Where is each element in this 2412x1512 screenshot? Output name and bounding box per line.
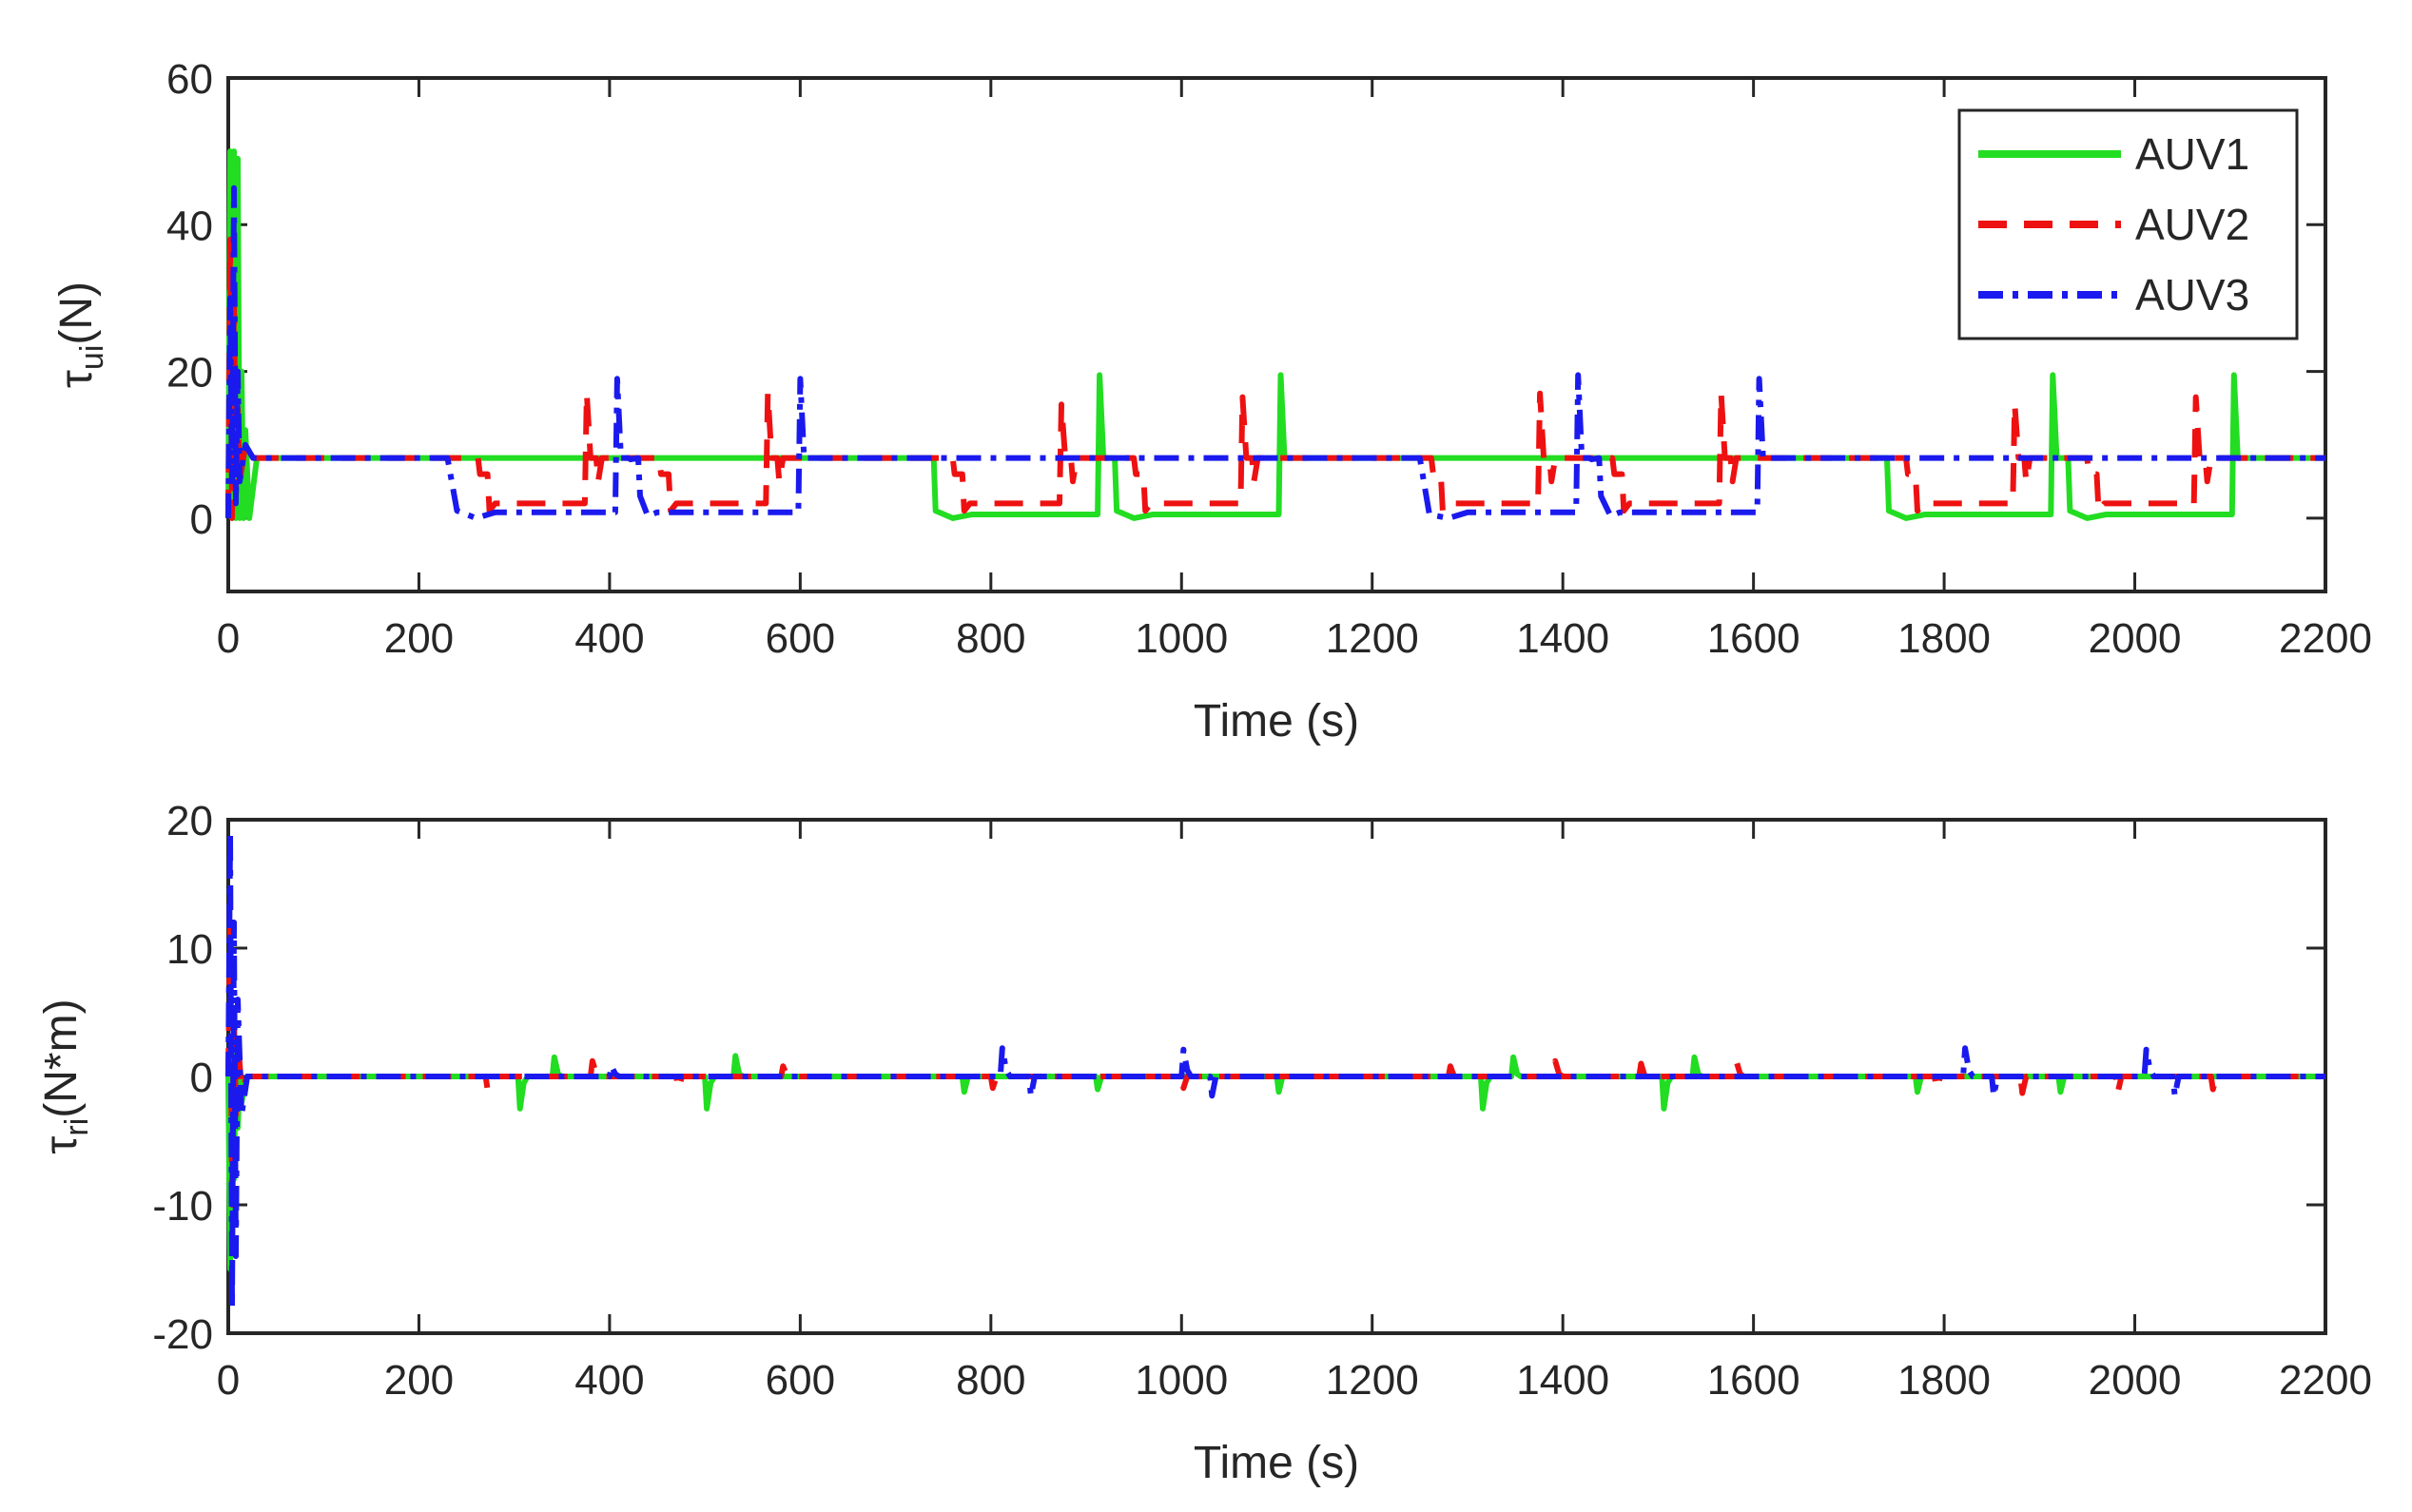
torque-x-tick-label: 1000 — [1135, 1357, 1228, 1404]
thrust-force-panel: 0 200 400 600 800 1000 1200 1400 1600 1800 2000 220… — [51, 56, 2372, 746]
thrust-force-ylabel-symbol: τ — [51, 370, 102, 388]
thrust-force-x-tick-label: 1000 — [1135, 615, 1228, 662]
legend-label-auv1: AUV1 — [2135, 129, 2249, 179]
torque-series — [225, 829, 2325, 1310]
legend-box — [1957, 108, 2299, 340]
legend: AUV1 AUV2 AUV3 — [1957, 108, 2299, 340]
thrust-force-x-tick-label: 200 — [384, 615, 454, 662]
thrust-force-x-tick-label: 1600 — [1707, 615, 1800, 662]
torque-x-tick-label: 600 — [766, 1357, 835, 1404]
thrust-force-x-tick-label: 2000 — [2089, 615, 2182, 662]
svg-text:τri(N*m): τri(N*m) — [36, 998, 95, 1153]
torque-x-tick-label: 2200 — [2279, 1357, 2372, 1404]
torque-x-tick-label: 1200 — [1326, 1357, 1419, 1404]
thrust-force-y-tick-label: 60 — [166, 56, 213, 103]
torque-ylabel-symbol: τ — [36, 1136, 87, 1154]
svg-text:τui(N): τui(N) — [51, 281, 110, 388]
thrust-force-x-tick-label: 2200 — [2279, 615, 2372, 662]
thrust-force-x-tick-label: 1200 — [1326, 615, 1419, 662]
torque-panel: 0 200 400 600 800 1000 1200 1400 1600 1800 2000 220… — [36, 798, 2372, 1488]
torque-x-tick-label: 2000 — [2089, 1357, 2182, 1404]
thrust-force-series — [225, 148, 2325, 521]
thrust-force-x-tick-label: 1800 — [1897, 615, 1991, 662]
torque-y-tick-label: 10 — [166, 926, 213, 973]
thrust-force-x-tick-label: 0 — [217, 615, 240, 662]
torque-y-tick-label: -10 — [152, 1183, 213, 1230]
torque-y-tick-label: 20 — [166, 798, 213, 844]
torque-y-tick-label: 0 — [190, 1055, 213, 1101]
torque-x-tick-label: 1800 — [1897, 1357, 1991, 1404]
legend-label-auv2: AUV2 — [2135, 200, 2249, 249]
thrust-force-x-tick-label: 600 — [766, 615, 835, 662]
torque-x-tick-label: 800 — [956, 1357, 1025, 1404]
torque-x-tick-label: 0 — [217, 1357, 240, 1404]
thrust-force-x-tick-label: 400 — [574, 615, 644, 662]
thrust-force-y-tick-label: 0 — [190, 496, 213, 543]
thrust-force-ylabel-unit: (N) — [51, 281, 102, 345]
legend-label-auv3: AUV3 — [2135, 270, 2249, 320]
torque-series-auv2 — [225, 920, 2325, 1208]
torque-y-tick-label: -20 — [152, 1311, 213, 1358]
thrust-force-x-tick-label: 1400 — [1516, 615, 1609, 662]
thrust-force-y-axis-label: τui(N) — [51, 281, 110, 388]
torque-x-tick-label: 200 — [384, 1357, 454, 1404]
torque-series-auv3 — [225, 829, 2325, 1310]
torque-ylabel-sub: ri — [59, 1118, 95, 1136]
thrust-force-ticks: 0 200 400 600 800 1000 1200 1400 1600 1800 2000 220… — [166, 56, 2372, 662]
torque-x-tick-label: 400 — [574, 1357, 644, 1404]
thrust-force-x-tick-label: 800 — [956, 615, 1025, 662]
torque-ticks: 0 200 400 600 800 1000 1200 1400 1600 1800 2000 220… — [152, 798, 2372, 1404]
thrust-force-series-auv2 — [225, 236, 2325, 521]
thrust-force-y-tick-label: 40 — [166, 203, 213, 249]
thrust-force-series-auv3 — [225, 184, 2325, 521]
thrust-force-x-axis-label: Time (s) — [1194, 696, 1359, 746]
torque-series-auv1 — [225, 1048, 2325, 1272]
torque-ylabel-unit: (N*m) — [36, 998, 87, 1117]
torque-x-tick-label: 1600 — [1707, 1357, 1800, 1404]
torque-y-axis-label: τri(N*m) — [36, 998, 95, 1153]
torque-x-tick-label: 1400 — [1516, 1357, 1609, 1404]
thrust-force-ylabel-sub: ui — [74, 345, 110, 370]
thrust-force-y-tick-label: 20 — [166, 350, 213, 397]
torque-x-axis-label: Time (s) — [1194, 1438, 1359, 1488]
